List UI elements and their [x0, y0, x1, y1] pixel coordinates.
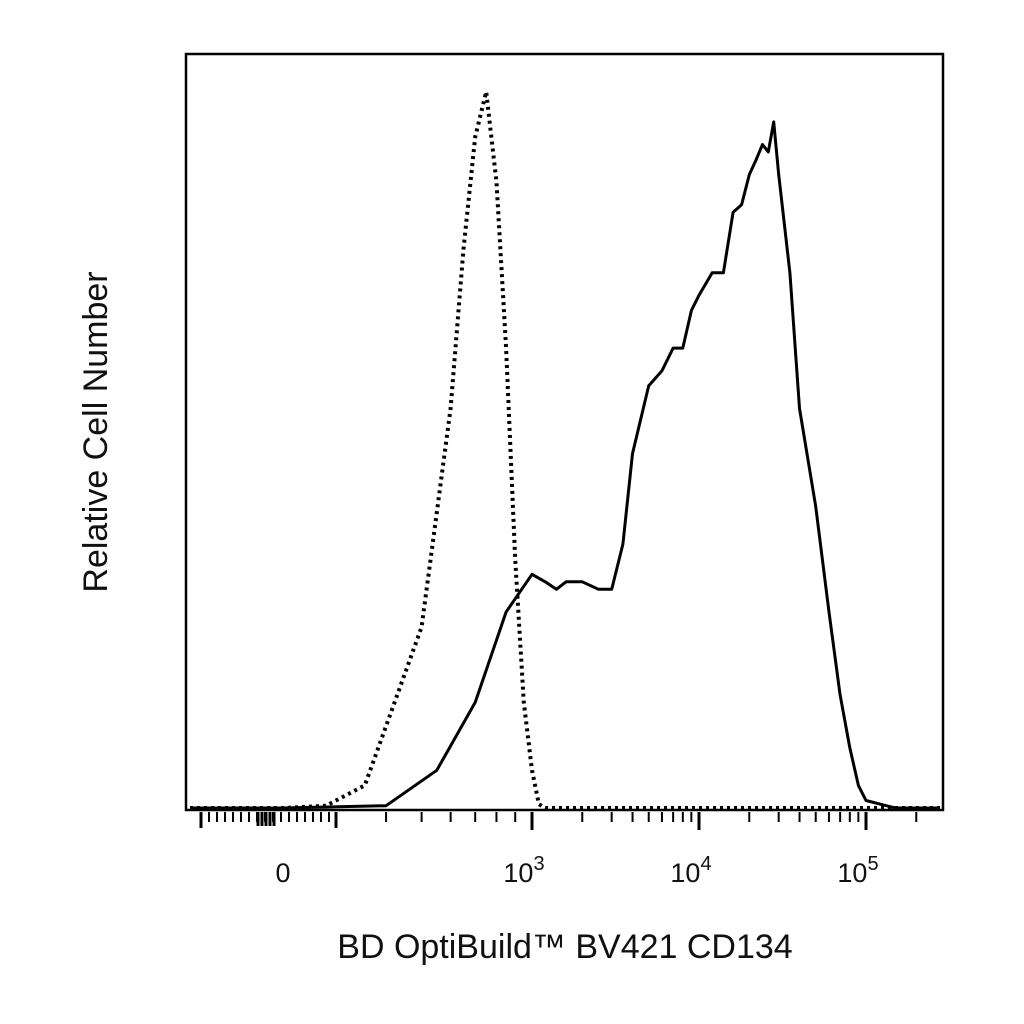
x-axis-ticks: [199, 812, 918, 830]
y-axis-label: Relative Cell Number: [77, 271, 115, 592]
x-axis-label: BD OptiBuild™ BV421 CD134: [337, 928, 792, 966]
x-tick-label: 0: [275, 858, 290, 888]
series-line-dotted: [190, 89, 940, 810]
plot-frame: [184, 52, 945, 812]
x-tick-label: 103: [503, 853, 544, 888]
series-layer: [190, 89, 940, 810]
x-tick-labels: 0 103 104 105: [275, 853, 878, 888]
x-tick-label: 105: [837, 853, 878, 888]
series-line-solid: [190, 120, 940, 810]
x-tick-label: 104: [670, 853, 711, 888]
